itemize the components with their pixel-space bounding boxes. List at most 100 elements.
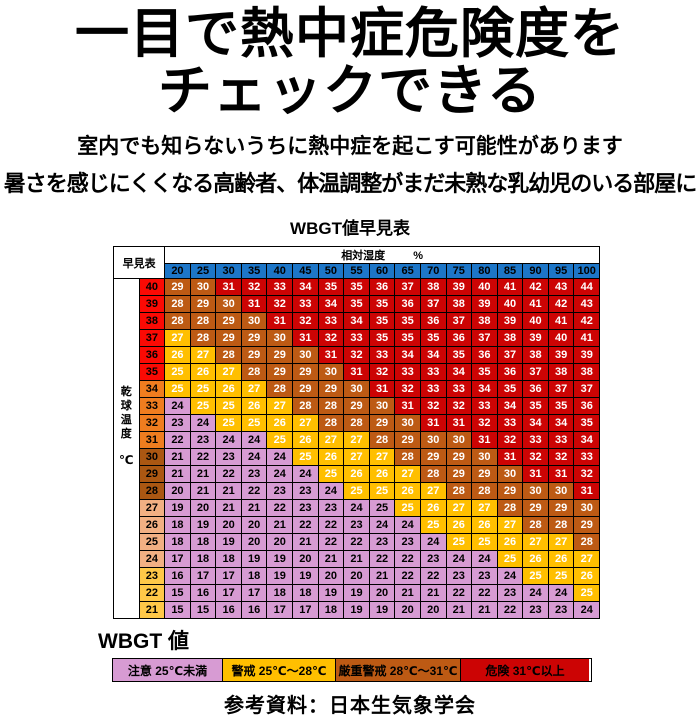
wbgt-cell: 30 (522, 482, 549, 501)
wbgt-cell: 25 (164, 380, 191, 399)
wbgt-cell: 20 (266, 533, 294, 552)
wbgt-cell: 24 (266, 465, 294, 484)
wbgt-cell: 31 (292, 329, 319, 348)
page-title-line1: 一目で熱中症危険度を (75, 4, 625, 64)
wbgt-cell: 32 (343, 346, 370, 365)
wbgt-cell: 31 (394, 397, 421, 416)
humidity-header-cell: 90 (522, 263, 549, 280)
wbgt-cell: 22 (496, 601, 524, 620)
wbgt-cell: 33 (496, 414, 524, 433)
wbgt-cell: 25 (189, 397, 217, 416)
wbgt-cell: 33 (522, 431, 549, 450)
wbgt-cell: 25 (471, 533, 498, 552)
wbgt-legend: 注意 25℃未満 警戒 25℃～28℃ 厳重警戒 28℃～31℃ 危険 31℃以上 (112, 658, 592, 683)
wbgt-cell: 33 (445, 380, 473, 399)
wbgt-data-row: 33 24 25 25 26 27 28 28 29 30 31 32 32 33 34 35 35 36 (114, 397, 600, 416)
wbgt-cell: 30 (240, 312, 268, 331)
temp-header-cell: 40 (138, 278, 166, 297)
wbgt-cell: 25 (547, 567, 575, 586)
wbgt-cell: 18 (164, 533, 191, 552)
wbgt-cell: 23 (292, 482, 319, 501)
wbgt-cell: 19 (317, 584, 345, 603)
wbgt-cell: 27 (343, 448, 370, 467)
wbgt-cell: 27 (266, 397, 294, 416)
wbgt-cell: 40 (471, 278, 498, 297)
wbgt-cell: 18 (292, 584, 319, 603)
wbgt-cell: 36 (419, 312, 447, 331)
wbgt-cell: 28 (547, 516, 575, 535)
wbgt-cell: 23 (419, 550, 447, 569)
wbgt-cell: 29 (547, 499, 575, 518)
wbgt-cell: 28 (189, 312, 217, 331)
wbgt-cell: 24 (445, 550, 473, 569)
wbgt-cell: 20 (189, 499, 217, 518)
wbgt-cell: 27 (317, 431, 345, 450)
temp-header-cell: 26 (138, 516, 166, 535)
wbgt-cell: 22 (292, 516, 319, 535)
temp-header-cell: 25 (138, 533, 166, 552)
wbgt-cell: 30 (343, 380, 370, 399)
wbgt-cell: 29 (215, 312, 242, 331)
wbgt-cell: 27 (343, 431, 370, 450)
wbgt-cell: 18 (215, 550, 242, 569)
wbgt-cell: 30 (215, 295, 242, 314)
legend-segment: 危険 31℃以上 (461, 659, 589, 682)
wbgt-cell: 21 (240, 499, 268, 518)
wbgt-cell: 18 (164, 516, 191, 535)
wbgt-cell: 32 (266, 295, 294, 314)
wbgt-cell: 18 (266, 584, 294, 603)
temp-header-cell: 27 (138, 499, 166, 518)
wbgt-cell: 39 (547, 346, 575, 365)
wbgt-data-row: 38 28 28 29 30 31 32 33 34 35 35 36 37 38 39 40 41 42 (114, 312, 600, 331)
wbgt-cell: 23 (445, 567, 473, 586)
wbgt-cell: 17 (189, 567, 217, 586)
wbgt-cell: 33 (419, 380, 447, 399)
wbgt-cell: 32 (240, 278, 268, 297)
wbgt-cell: 36 (573, 397, 600, 416)
wbgt-cell: 27 (547, 533, 575, 552)
wbgt-cell: 38 (471, 312, 498, 331)
wbgt-cell: 28 (394, 448, 421, 467)
wbgt-cell: 33 (394, 363, 421, 382)
wbgt-cell: 37 (547, 380, 575, 399)
wbgt-cell: 21 (189, 465, 217, 484)
temp-header-cell: 23 (138, 567, 166, 586)
wbgt-data-row: 25 18 18 19 20 20 21 22 22 23 23 24 25 25 26 27 27 28 (114, 533, 600, 552)
wbgt-cell: 19 (215, 533, 242, 552)
wbgt-cell: 26 (189, 363, 217, 382)
temp-label-text: 乾球温度 ℃ (114, 385, 138, 469)
wbgt-cell: 27 (573, 550, 600, 569)
wbgt-cell: 33 (419, 363, 447, 382)
wbgt-cell: 24 (573, 601, 600, 620)
wbgt-data-row: 乾球温度 ℃ 40 29 30 31 32 33 34 35 35 36 37 38 39 40 41 42 43 4… (113, 278, 600, 620)
wbgt-cell: 24 (240, 431, 268, 450)
wbgt-cell: 21 (266, 516, 294, 535)
humidity-header-cell: 65 (394, 263, 421, 280)
wbgt-cell: 26 (394, 482, 421, 501)
wbgt-data-row: 28 20 21 21 22 23 23 24 25 25 26 27 28 28 29 30 30 31 (114, 482, 600, 501)
wbgt-cell: 20 (343, 567, 370, 586)
wbgt-cell: 37 (573, 380, 600, 399)
wbgt-cell: 35 (445, 346, 473, 365)
wbgt-cell: 24 (266, 448, 294, 467)
wbgt-cell: 38 (496, 329, 524, 348)
wbgt-cell: 29 (394, 431, 421, 450)
wbgt-table: 早見表 相対湿度% 20 25 30 35 40 45 50 55 60 65 70 75 80 85 90 95… (112, 246, 600, 620)
wbgt-cell: 40 (496, 295, 524, 314)
wbgt-cell: 17 (215, 567, 242, 586)
wbgt-cell: 34 (573, 431, 600, 450)
wbgt-cell: 25 (394, 499, 421, 518)
wbgt-cell: 21 (215, 499, 242, 518)
wbgt-cell: 29 (266, 346, 294, 365)
wbgt-cell: 26 (496, 533, 524, 552)
wbgt-cell: 27 (240, 380, 268, 399)
wbgt-cell: 29 (292, 363, 319, 382)
wbgt-cell: 41 (522, 295, 549, 314)
wbgt-cell: 36 (496, 363, 524, 382)
wbgt-cell: 29 (189, 295, 217, 314)
wbgt-cell: 35 (343, 295, 370, 314)
wbgt-cell: 22 (189, 448, 217, 467)
humidity-header-cell: 35 (240, 263, 268, 280)
wbgt-cell: 31 (471, 431, 498, 450)
wbgt-cell: 32 (522, 448, 549, 467)
